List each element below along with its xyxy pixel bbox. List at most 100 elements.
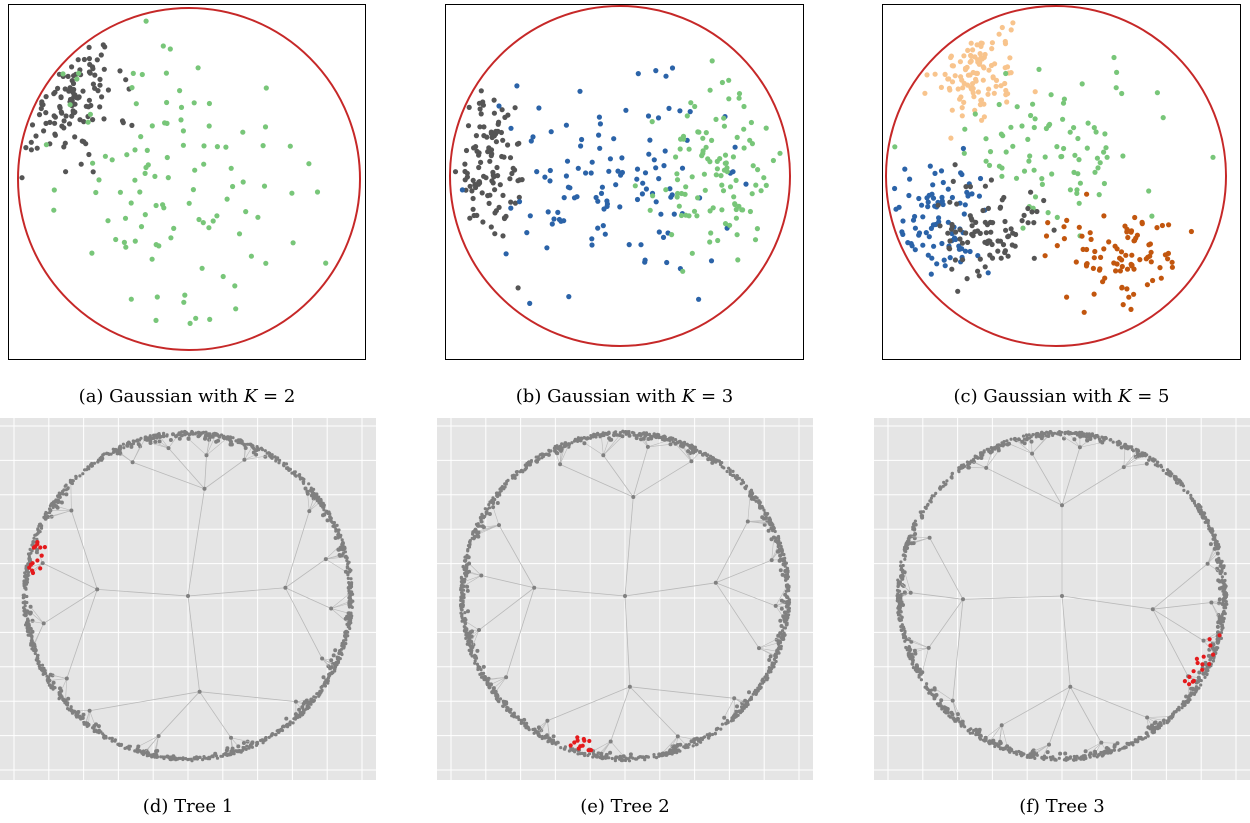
tree-leaf bbox=[466, 609, 470, 614]
tree-leaf bbox=[474, 528, 478, 532]
caption-f: (f) Tree 3 bbox=[1019, 796, 1105, 817]
tree-leaf bbox=[109, 452, 113, 456]
tree-leaf bbox=[81, 712, 86, 717]
tree-leaf bbox=[320, 689, 324, 693]
tree-leaf bbox=[263, 449, 267, 453]
data-point bbox=[1123, 252, 1129, 258]
data-point bbox=[508, 199, 514, 205]
tree-node bbox=[229, 735, 233, 740]
data-point bbox=[100, 42, 106, 48]
data-point bbox=[524, 230, 530, 236]
highlight-leaf bbox=[1190, 679, 1195, 684]
data-point bbox=[925, 204, 931, 210]
tree-leaf bbox=[992, 741, 996, 746]
tree-node bbox=[608, 739, 613, 744]
data-point bbox=[565, 184, 571, 190]
data-point bbox=[900, 218, 906, 224]
tree-leaf bbox=[320, 503, 324, 507]
data-point bbox=[536, 105, 542, 111]
panel-gaussian-k3 bbox=[445, 4, 804, 360]
tree-leaf bbox=[214, 754, 218, 758]
tree-node bbox=[558, 462, 563, 467]
tree-edge bbox=[119, 452, 133, 463]
tree-leaf bbox=[344, 632, 348, 636]
tree-leaf bbox=[929, 496, 933, 500]
tree-leaf bbox=[466, 549, 470, 553]
tree-leaf bbox=[705, 454, 709, 458]
tree-leaf bbox=[463, 616, 467, 621]
data-point bbox=[1097, 160, 1103, 166]
tree-edge bbox=[610, 741, 624, 757]
data-point bbox=[459, 187, 465, 193]
tree-node bbox=[293, 699, 298, 704]
tree-leaf bbox=[49, 686, 53, 690]
tree-leaf bbox=[475, 662, 479, 666]
data-point bbox=[89, 250, 95, 256]
tree-edge bbox=[559, 463, 634, 498]
tree-leaf bbox=[347, 603, 351, 608]
tree-leaf bbox=[495, 501, 500, 505]
tree-leaf bbox=[1213, 649, 1217, 653]
tree-hub bbox=[202, 486, 207, 491]
tree-edge bbox=[325, 554, 340, 560]
data-point bbox=[942, 263, 948, 269]
data-point bbox=[717, 156, 723, 162]
tree-leaf bbox=[1150, 723, 1154, 728]
tree-edge bbox=[715, 582, 760, 649]
data-point bbox=[689, 250, 695, 256]
tree-leaf bbox=[134, 439, 139, 443]
tree-leaf bbox=[1020, 439, 1025, 444]
data-point bbox=[168, 235, 174, 241]
tree-leaf bbox=[1220, 567, 1224, 571]
tree-leaf bbox=[671, 440, 675, 444]
tree-leaf bbox=[591, 752, 596, 756]
tree-edge bbox=[1061, 466, 1125, 506]
tree-leaf bbox=[270, 733, 274, 737]
data-point bbox=[72, 134, 78, 140]
data-point bbox=[182, 292, 188, 298]
data-point bbox=[1165, 256, 1171, 262]
data-point bbox=[947, 238, 953, 244]
caption-a: (a) Gaussian with K = 2 bbox=[78, 386, 296, 407]
tree-leaf bbox=[37, 529, 41, 533]
tree-leaf bbox=[783, 620, 787, 624]
data-point bbox=[137, 189, 143, 195]
tree-leaf bbox=[769, 526, 774, 530]
tree-leaf bbox=[186, 436, 191, 441]
tree-leaf bbox=[276, 456, 280, 460]
tree-edge bbox=[747, 495, 751, 522]
tree-leaf bbox=[158, 435, 162, 439]
tree-leaf bbox=[1136, 452, 1140, 456]
tree-node bbox=[87, 708, 92, 713]
highlight-leaf bbox=[1207, 637, 1212, 642]
data-point bbox=[1113, 85, 1119, 91]
tree-leaf bbox=[773, 529, 777, 534]
tree-leaf bbox=[514, 470, 518, 474]
data-point bbox=[736, 95, 742, 101]
tree-leaf bbox=[732, 714, 736, 718]
data-point bbox=[680, 268, 686, 274]
tree-leaf bbox=[315, 496, 319, 500]
tree-leaf bbox=[146, 751, 150, 755]
data-point bbox=[1139, 221, 1145, 227]
data-point bbox=[153, 242, 159, 248]
tree-edge bbox=[284, 510, 310, 588]
data-point bbox=[1075, 171, 1081, 177]
data-point bbox=[67, 102, 73, 108]
tree-edge bbox=[143, 735, 159, 754]
data-point bbox=[959, 77, 965, 83]
tree-leaf bbox=[668, 436, 672, 440]
data-point bbox=[713, 172, 719, 178]
tree-node bbox=[984, 465, 989, 470]
tree-leaf bbox=[48, 683, 52, 687]
tree-leaf bbox=[31, 641, 35, 645]
tree-leaf bbox=[1026, 755, 1030, 759]
tree-edge bbox=[1001, 686, 1071, 726]
tree-leaf bbox=[321, 675, 326, 680]
tree-leaf bbox=[349, 577, 353, 581]
data-point bbox=[974, 42, 980, 48]
tree-edge bbox=[929, 537, 964, 600]
tree-leaf bbox=[349, 616, 353, 620]
tree-leaf bbox=[184, 432, 188, 436]
tree-node bbox=[242, 457, 247, 462]
